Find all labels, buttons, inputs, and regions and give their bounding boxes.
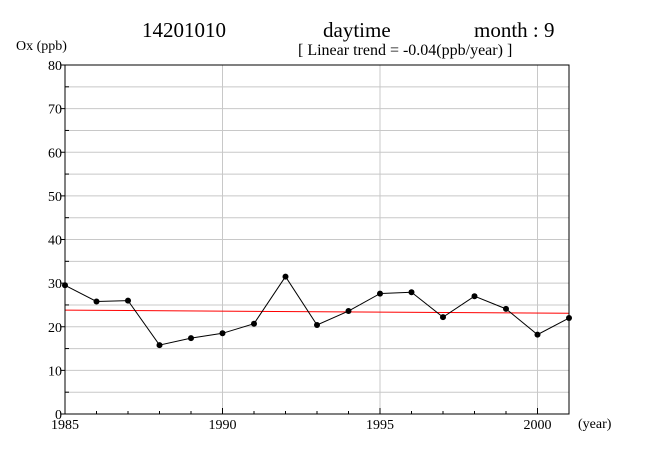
x-tick-labels: 1985 1990 1995 2000 — [51, 408, 570, 433]
y-tick-label: 40 — [48, 234, 62, 249]
y-tick-label: 0 — [55, 408, 62, 423]
x-tick-label: 1995 — [366, 418, 394, 433]
data-point — [282, 273, 289, 280]
data-point — [471, 293, 478, 300]
y-axis-label: Ox (ppb) — [16, 39, 67, 54]
data-point — [251, 320, 257, 327]
data-point — [503, 305, 509, 312]
y-tick-label: 20 — [48, 321, 62, 336]
y-tick-label: 60 — [48, 146, 62, 161]
x-axis-label: (year) — [578, 417, 612, 432]
series-group — [62, 273, 572, 349]
data-point — [125, 297, 131, 304]
data-point — [156, 342, 163, 349]
trend-line-group — [64, 309, 570, 314]
x-tick-label: 1990 — [209, 418, 237, 433]
data-point — [314, 322, 320, 329]
data-point — [93, 298, 100, 305]
data-point — [408, 289, 415, 296]
data-point — [345, 308, 352, 315]
data-point — [188, 335, 194, 342]
month-label: month : 9 — [474, 18, 555, 42]
station-id: 14201010 — [142, 18, 226, 42]
y-tick-label: 70 — [48, 103, 62, 118]
y-tick-label: 50 — [48, 190, 62, 205]
data-point — [534, 331, 541, 338]
y-tick-label: 80 — [48, 59, 62, 74]
grid — [65, 65, 569, 414]
period-label: daytime — [323, 18, 391, 42]
linear-trend-line — [64, 309, 570, 314]
x-tick-label: 2000 — [524, 418, 552, 433]
data-point — [440, 314, 446, 321]
data-point — [377, 290, 383, 297]
y-tick-labels: 0 10 20 30 40 50 60 70 80 — [48, 59, 69, 423]
x-tick-label: 1985 — [51, 418, 79, 433]
y-tick-label: 30 — [48, 277, 62, 292]
data-point — [219, 330, 226, 337]
linear-trend-label: [ Linear trend = -0.04(ppb/year) ] — [298, 42, 513, 59]
y-tick-label: 10 — [48, 364, 62, 379]
